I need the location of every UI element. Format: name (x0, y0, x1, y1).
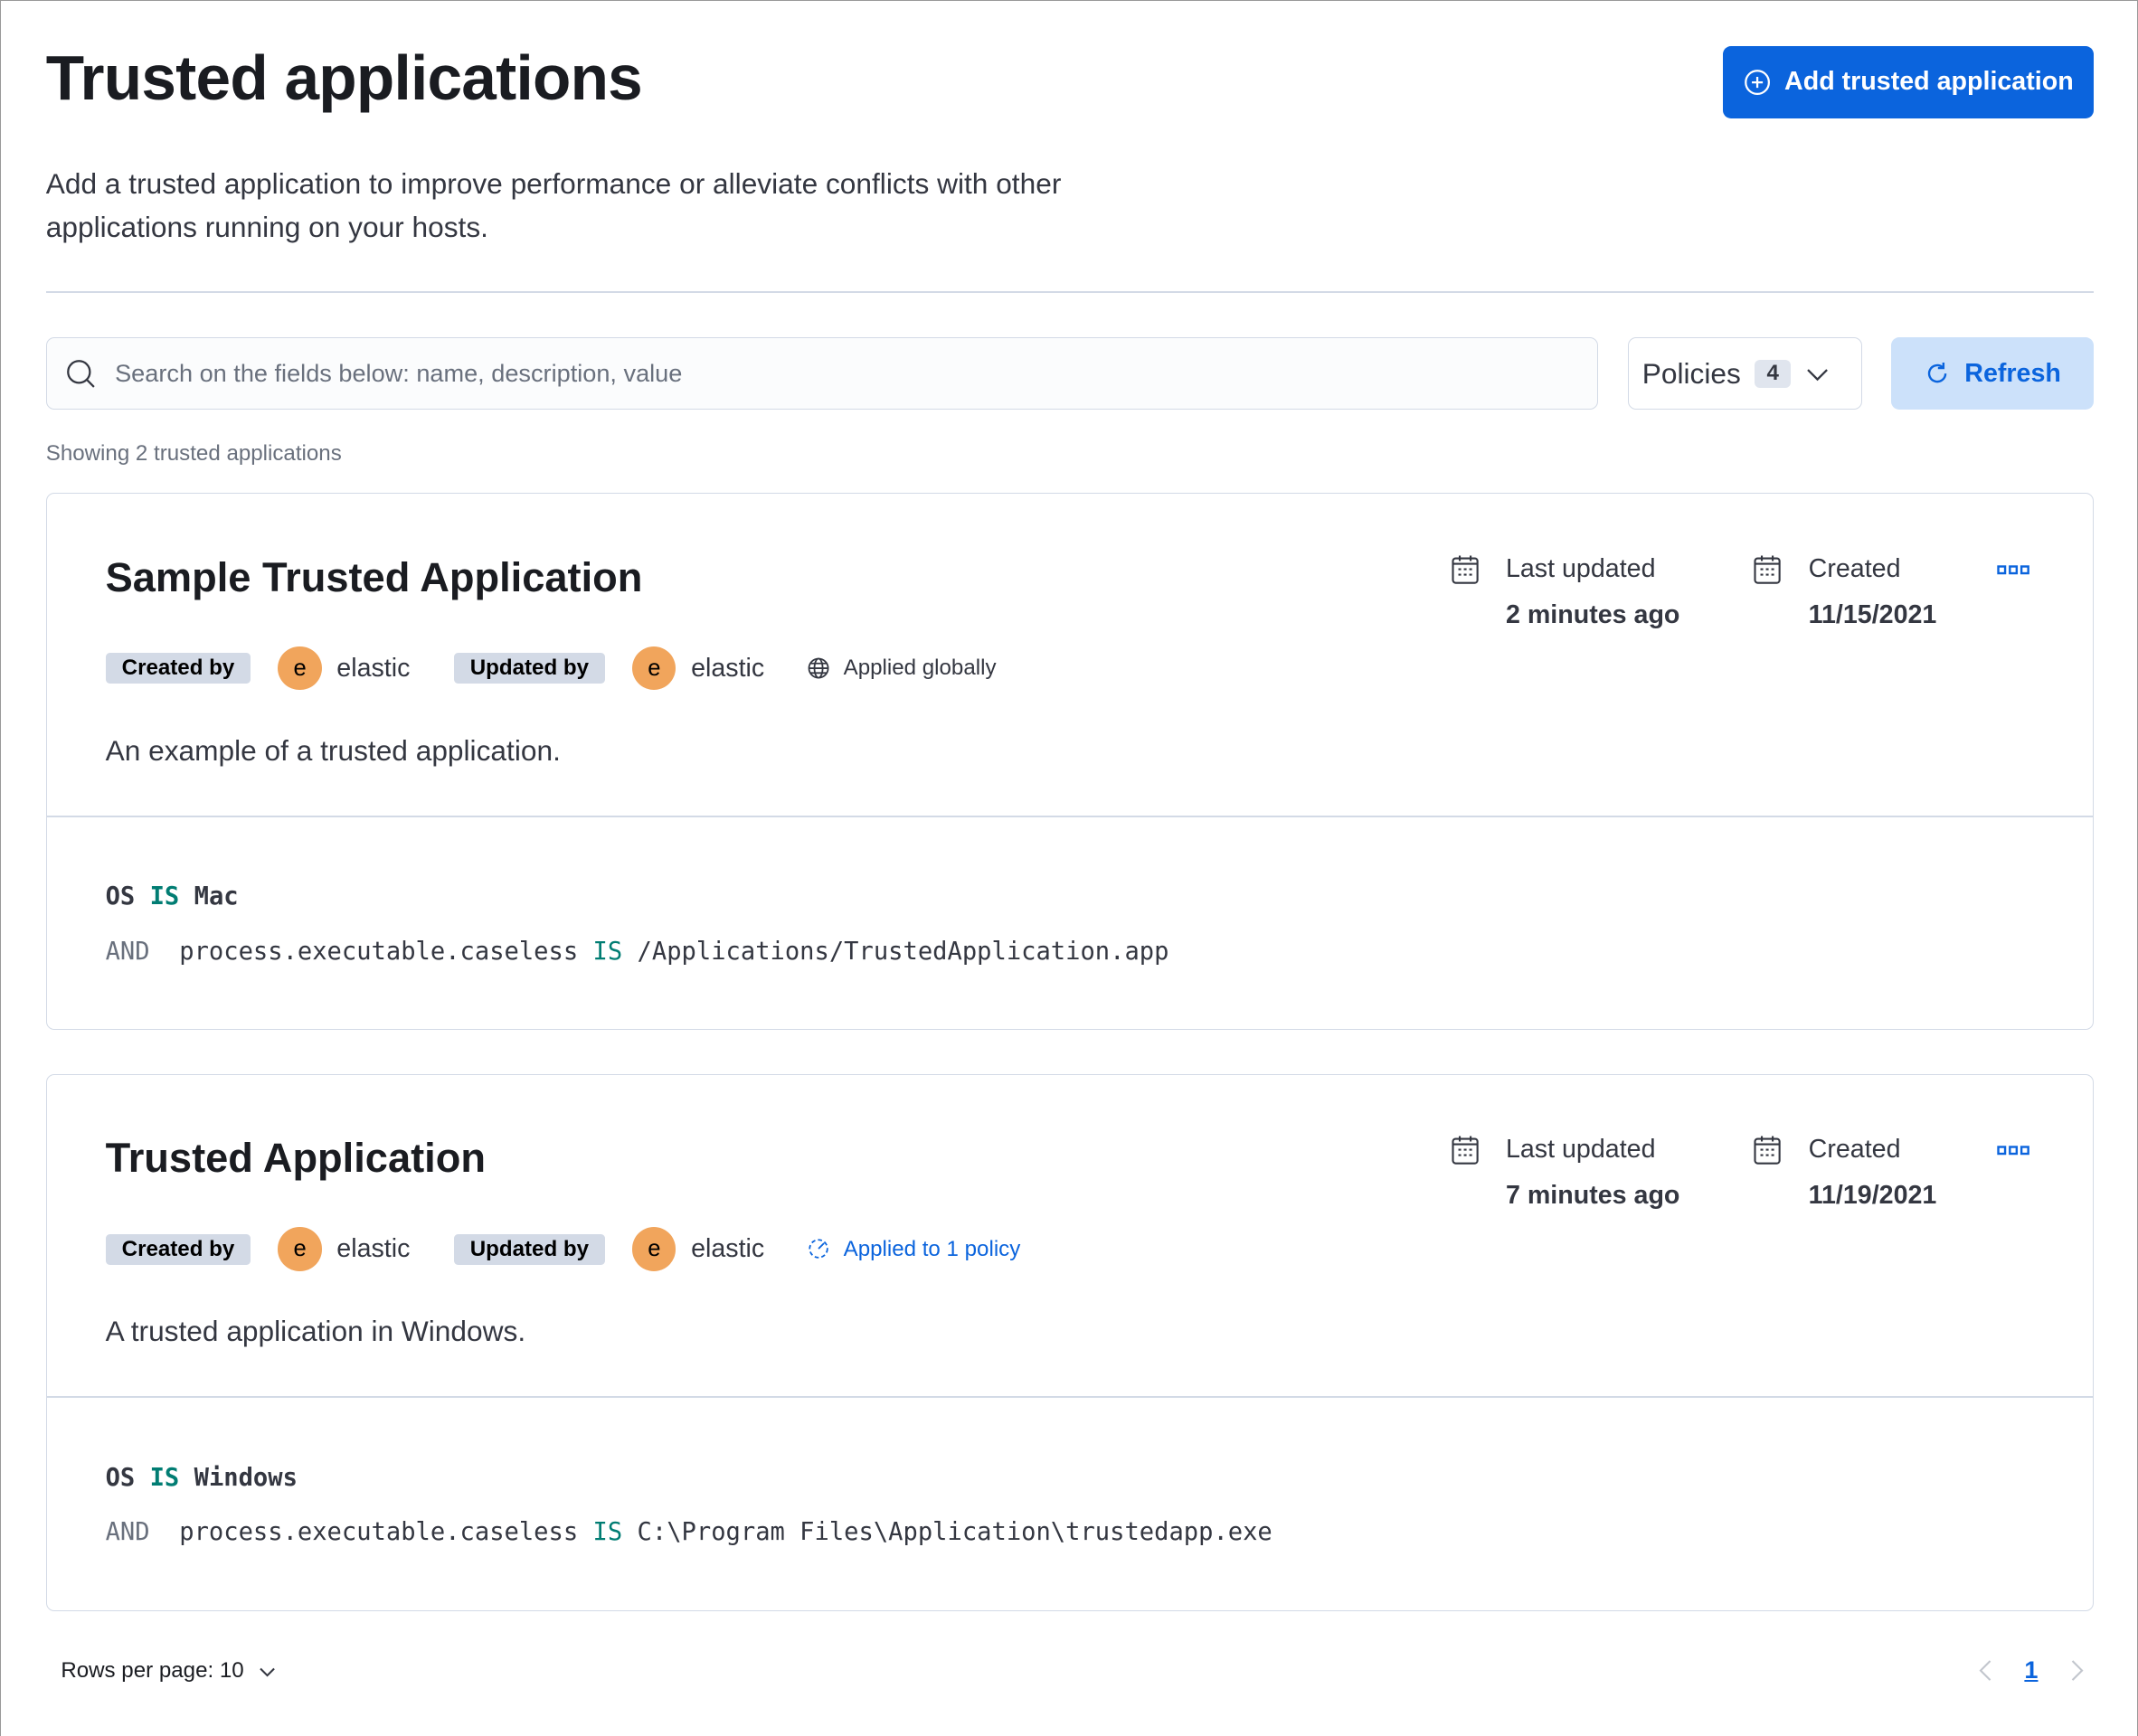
rows-per-page-label: Rows per page: 10 (61, 1658, 244, 1684)
calendar-icon (1754, 1136, 1782, 1165)
refresh-button[interactable]: Refresh (1890, 337, 2095, 410)
calendar-icon (1754, 555, 1782, 584)
avatar: e (632, 646, 676, 691)
created-date: Created 11/15/2021 (1754, 554, 1936, 630)
os-field: OS (105, 1463, 136, 1492)
created-value: 11/15/2021 (1808, 599, 1937, 629)
os-value: Mac (194, 882, 239, 911)
created-value: 11/19/2021 (1808, 1180, 1937, 1210)
policies-filter[interactable]: Policies 4 (1627, 337, 1862, 410)
last-updated: Last updated 7 minutes ago (1452, 1134, 1680, 1211)
policies-label: Policies (1641, 356, 1741, 390)
card-description: A trusted application in Windows. (105, 1314, 526, 1347)
add-trusted-application-button[interactable]: Add trusted application (1723, 45, 2095, 118)
last-updated: Last updated 2 minutes ago (1452, 553, 1680, 630)
conditions: OS IS Windows AND process.executable.cas… (106, 1451, 1272, 1561)
updated-by-user: elastic (691, 653, 765, 683)
last-updated-label: Last updated (1505, 1134, 1656, 1164)
divider (46, 816, 2094, 817)
results-count: Showing 2 trusted applications (45, 440, 342, 466)
page-title: Trusted applications (45, 42, 643, 114)
card-title: Trusted Application (105, 1134, 486, 1181)
add-button-label: Add trusted application (1784, 67, 2074, 97)
chevron-left-icon[interactable] (1978, 1658, 1994, 1683)
card-title: Sample Trusted Application (105, 553, 643, 600)
created-by-user: elastic (336, 653, 411, 683)
chevron-right-icon[interactable] (2068, 1658, 2085, 1683)
os-field: OS (105, 882, 136, 911)
operator: IS (592, 1517, 623, 1546)
scope-text[interactable]: Applied to 1 policy (843, 1236, 1021, 1261)
refresh-label: Refresh (1964, 358, 2061, 388)
updated-by-user: elastic (691, 1234, 765, 1264)
conditions: OS IS Mac AND process.executable.caseles… (106, 870, 1169, 979)
globe-icon (809, 657, 829, 679)
avatar: e (278, 1227, 322, 1271)
more-actions-icon[interactable] (1997, 564, 2029, 576)
last-updated-value: 2 minutes ago (1505, 599, 1680, 629)
created-by-user: elastic (336, 1234, 411, 1264)
created-by-badge: Created by (105, 653, 251, 684)
chevron-down-icon (1806, 369, 1828, 381)
created-by-badge: Created by (105, 1233, 251, 1265)
and-operator: AND (105, 937, 150, 966)
divider (46, 1396, 2094, 1398)
card-description: An example of a trusted application. (105, 733, 561, 767)
applied-policy-link[interactable]: Applied to 1 policy (808, 1237, 1020, 1262)
search-field[interactable] (45, 337, 1598, 410)
plus-circle-icon (1744, 69, 1770, 95)
condition-field: process.executable.caseless (179, 937, 579, 966)
operator: IS (149, 882, 180, 911)
more-actions-icon[interactable] (1997, 1146, 2029, 1156)
created-label: Created (1808, 553, 1901, 583)
search-input[interactable] (115, 359, 1597, 389)
os-value: Windows (194, 1463, 298, 1492)
trusted-app-card: Trusted Application Created by e elastic… (45, 1073, 2095, 1611)
divider (45, 291, 2095, 293)
created-date: Created 11/19/2021 (1754, 1135, 1936, 1211)
avatar: e (632, 1227, 676, 1271)
avatar: e (278, 646, 322, 691)
page-description: Add a trusted application to improve per… (45, 166, 1062, 244)
operator: IS (592, 937, 623, 966)
chevron-down-icon (260, 1667, 275, 1677)
rows-per-page-select[interactable]: Rows per page: 10 (61, 1658, 277, 1684)
condition-field: process.executable.caseless (179, 1517, 579, 1546)
pagination: 1 (1978, 1656, 2085, 1684)
search-icon (66, 359, 95, 388)
calendar-icon (1452, 1136, 1479, 1165)
calendar-icon (1452, 555, 1479, 584)
policy-icon (809, 1239, 829, 1260)
page-1-button[interactable]: 1 (2024, 1656, 2039, 1684)
policies-count-badge: 4 (1754, 359, 1792, 388)
trusted-app-card: Sample Trusted Application Created by e … (45, 493, 2095, 1031)
scope-label: Applied globally (808, 656, 997, 681)
and-operator: AND (105, 1517, 150, 1546)
operator: IS (149, 1463, 180, 1492)
scope-text: Applied globally (843, 656, 997, 681)
created-label: Created (1808, 1134, 1901, 1164)
last-updated-value: 7 minutes ago (1505, 1180, 1680, 1210)
updated-by-badge: Updated by (453, 1233, 606, 1265)
refresh-icon (1927, 363, 1947, 383)
last-updated-label: Last updated (1505, 553, 1656, 583)
condition-value: C:\Program Files\Application\trustedapp.… (637, 1517, 1272, 1546)
updated-by-badge: Updated by (453, 653, 606, 684)
condition-value: /Applications/TrustedApplication.app (637, 937, 1169, 966)
